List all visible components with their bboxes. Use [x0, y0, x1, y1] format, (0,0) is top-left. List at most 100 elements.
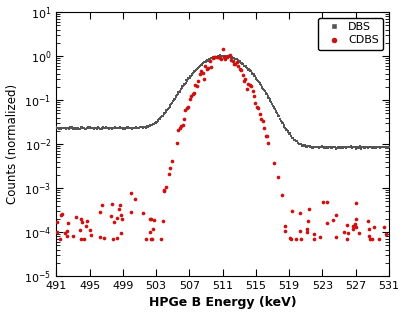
Point [297, 210, 303, 215]
Point [282, 125, 288, 130]
Point [126, 126, 133, 131]
Point [254, 79, 261, 84]
Point [168, 100, 175, 105]
Point [88, 232, 94, 238]
Point [176, 89, 182, 94]
Point [151, 121, 158, 126]
Point [92, 125, 99, 130]
Point [174, 140, 180, 145]
Point [231, 56, 237, 61]
Point [297, 141, 303, 146]
Point [338, 145, 345, 150]
Point [170, 99, 176, 104]
Point [270, 103, 276, 108]
Point [173, 94, 179, 99]
Point [97, 126, 104, 131]
Point [308, 145, 315, 150]
Point [326, 144, 333, 149]
Point [247, 69, 254, 74]
Point [362, 145, 368, 150]
Point [248, 71, 255, 76]
Point [303, 143, 309, 148]
Point [351, 145, 358, 150]
Point [254, 77, 260, 82]
Point [265, 141, 272, 146]
Point [152, 121, 159, 126]
Point [244, 86, 250, 91]
Point [256, 79, 262, 84]
Point [155, 117, 162, 122]
Point [108, 125, 114, 130]
Point [117, 125, 124, 130]
Point [356, 145, 362, 150]
Point [128, 209, 134, 214]
Point [242, 64, 249, 69]
Point [162, 109, 169, 114]
Point [268, 100, 274, 105]
Point [292, 138, 298, 143]
Point [348, 145, 355, 150]
Point [223, 53, 230, 58]
Point [288, 135, 295, 140]
Point [156, 116, 163, 121]
Point [264, 94, 271, 99]
Point [222, 53, 228, 58]
Point [253, 76, 260, 81]
Point [225, 54, 232, 59]
Point [299, 143, 305, 148]
Point [207, 58, 213, 63]
Point [252, 76, 259, 81]
Point [70, 234, 76, 239]
Point [350, 145, 356, 150]
Point [120, 126, 126, 131]
Point [239, 72, 246, 77]
Point [185, 76, 192, 81]
Point [343, 145, 350, 150]
Point [131, 126, 138, 131]
Point [367, 236, 373, 241]
Point [96, 126, 103, 131]
Point [236, 58, 242, 63]
Point [380, 144, 387, 149]
Point [164, 106, 171, 112]
Point [215, 54, 222, 59]
Point [57, 236, 63, 241]
Point [370, 144, 376, 149]
Point [175, 90, 181, 95]
Point [326, 145, 332, 150]
Point [321, 145, 328, 150]
Point [198, 69, 205, 74]
Point [235, 64, 242, 69]
Point [332, 145, 338, 150]
Point [263, 92, 270, 97]
Point [286, 130, 293, 135]
Point [184, 79, 190, 84]
Point [233, 57, 239, 62]
Point [313, 144, 320, 149]
Point [158, 236, 164, 241]
Point [269, 101, 275, 106]
Point [80, 125, 86, 130]
Point [145, 124, 151, 129]
Point [117, 231, 124, 236]
Point [72, 125, 78, 130]
Point [328, 146, 335, 151]
Point [101, 236, 107, 241]
Point [143, 236, 149, 241]
Point [193, 67, 200, 72]
Point [109, 126, 115, 131]
Point [275, 175, 281, 180]
Point [241, 64, 247, 69]
Point [138, 125, 144, 130]
Point [360, 145, 367, 150]
Point [364, 145, 371, 150]
Point [251, 94, 257, 99]
Point [340, 145, 346, 150]
Point [148, 236, 154, 241]
Point [324, 145, 331, 150]
Point [88, 126, 95, 131]
Point [349, 144, 356, 149]
Point [244, 65, 250, 70]
Point [107, 214, 114, 219]
Point [249, 71, 256, 76]
